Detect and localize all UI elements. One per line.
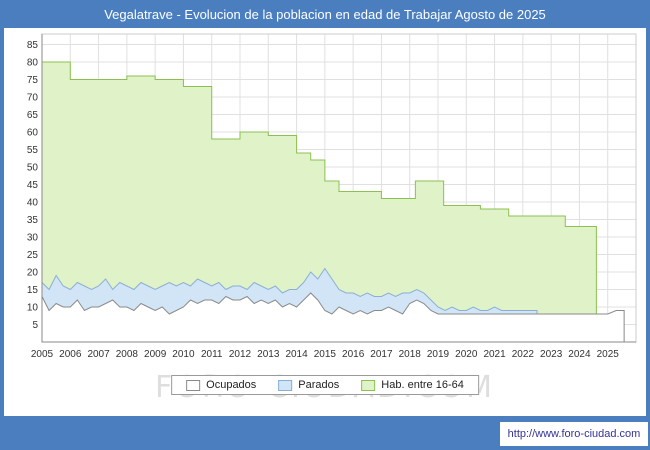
svg-text:30: 30 — [27, 233, 39, 244]
svg-text:2008: 2008 — [116, 349, 139, 360]
svg-text:80: 80 — [27, 58, 39, 69]
svg-text:2022: 2022 — [512, 349, 535, 360]
svg-text:35: 35 — [27, 215, 39, 226]
svg-text:2025: 2025 — [597, 349, 620, 360]
legend-label-hab-16-64: Hab. entre 16-64 — [381, 379, 464, 391]
svg-text:2005: 2005 — [31, 349, 54, 360]
svg-text:65: 65 — [27, 110, 39, 121]
svg-text:70: 70 — [27, 93, 39, 104]
svg-text:2024: 2024 — [568, 349, 591, 360]
chart-panel: 5 10 15 20 25 30 35 40 45 50 55 60 65 70 75 80 85 2005 200… — [4, 28, 646, 416]
footer-url-box: http://www.foro-ciudad.com — [500, 422, 648, 446]
legend-item: Ocupados — [186, 379, 256, 391]
svg-text:85: 85 — [27, 40, 39, 51]
svg-text:2015: 2015 — [314, 349, 337, 360]
svg-text:2021: 2021 — [483, 349, 506, 360]
series-ocupados — [41, 292, 625, 343]
legend-label-ocupados: Ocupados — [206, 379, 257, 391]
chart-legend: Ocupados Parados Hab. entre 16-64 — [171, 375, 479, 395]
legend-swatch-ocupados — [186, 379, 201, 391]
svg-text:2010: 2010 — [172, 349, 195, 360]
svg-text:2012: 2012 — [229, 349, 252, 360]
svg-text:55: 55 — [27, 145, 39, 156]
svg-text:2016: 2016 — [342, 349, 365, 360]
svg-text:60: 60 — [27, 128, 39, 139]
svg-text:25: 25 — [27, 250, 39, 261]
legend-item: Parados — [278, 379, 339, 391]
svg-text:2011: 2011 — [201, 349, 223, 360]
svg-text:2019: 2019 — [427, 349, 450, 360]
svg-text:10: 10 — [27, 303, 39, 314]
svg-text:15: 15 — [27, 285, 39, 296]
svg-text:2009: 2009 — [144, 349, 167, 360]
svg-text:5: 5 — [32, 320, 38, 331]
svg-text:2023: 2023 — [540, 349, 563, 360]
series-hab-entre-16-64 — [41, 61, 597, 343]
svg-text:45: 45 — [27, 180, 39, 191]
svg-text:40: 40 — [27, 198, 39, 209]
chart-title: Vegalatrave - Evolucion de la poblacion … — [104, 6, 546, 22]
footer-url: http://www.foro-ciudad.com — [507, 428, 641, 440]
legend-swatch-parados — [278, 379, 293, 391]
svg-text:2018: 2018 — [399, 349, 422, 360]
axes — [41, 34, 636, 343]
svg-text:20: 20 — [27, 268, 39, 279]
legend-swatch-hab-16-64 — [361, 379, 376, 391]
legend-item: Hab. entre 16-64 — [361, 379, 464, 391]
svg-text:2006: 2006 — [59, 349, 82, 360]
svg-text:75: 75 — [27, 75, 39, 86]
svg-text:2013: 2013 — [257, 349, 280, 360]
svg-text:2020: 2020 — [455, 349, 478, 360]
svg-text:2014: 2014 — [285, 349, 308, 360]
svg-text:2007: 2007 — [87, 349, 110, 360]
series-areas — [41, 61, 625, 343]
title-bar: Vegalatrave - Evolucion de la poblacion … — [0, 0, 650, 28]
legend-label-parados: Parados — [298, 379, 340, 391]
svg-text:50: 50 — [27, 163, 39, 174]
svg-text:2017: 2017 — [370, 349, 393, 360]
